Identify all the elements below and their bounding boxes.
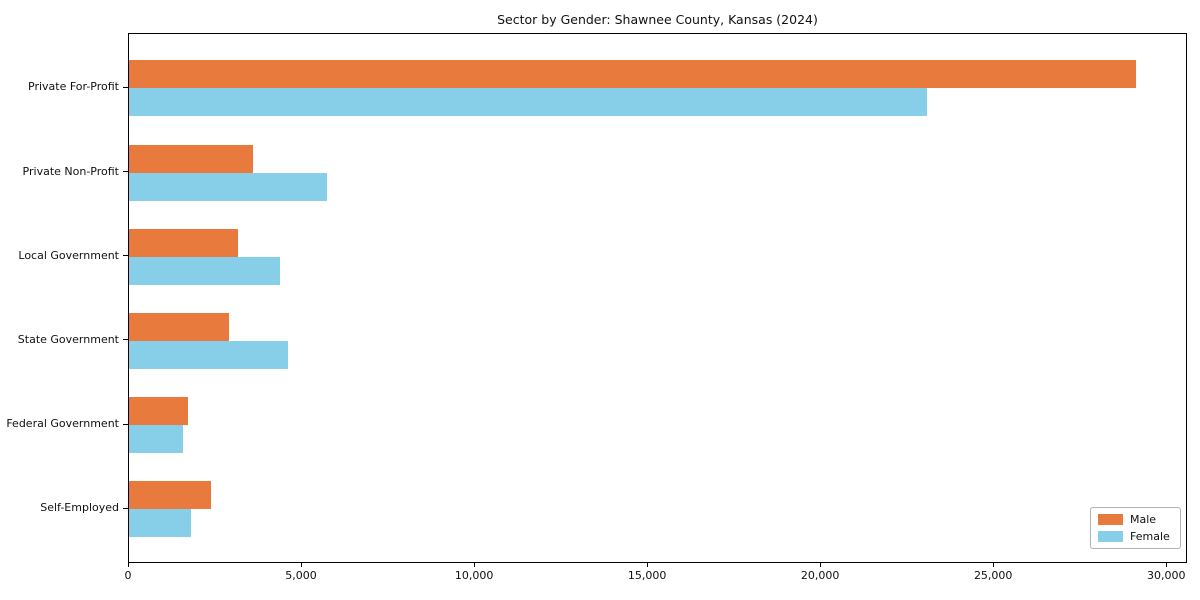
plot-area — [128, 33, 1187, 563]
x-tick-mark — [127, 563, 129, 567]
x-axis-tick-label: 15,000 — [627, 569, 667, 582]
bar-male — [129, 481, 212, 510]
x-axis-tick-label: 30,000 — [1146, 569, 1186, 582]
y-tick-mark — [123, 171, 128, 172]
bar-female — [129, 425, 184, 454]
legend-entry: Male — [1098, 514, 1170, 525]
bar-male — [129, 228, 238, 257]
x-tick-mark — [1165, 563, 1167, 567]
chart-title: Sector by Gender: Shawnee County, Kansas… — [497, 12, 818, 27]
y-tick-mark — [123, 255, 128, 257]
y-axis-tick-label: Federal Government — [6, 417, 119, 431]
legend-label: Male — [1130, 513, 1157, 526]
x-tick-mark — [473, 563, 475, 567]
x-axis-tick-label: 10,000 — [454, 569, 494, 582]
x-tick-mark — [992, 563, 994, 567]
legend-swatch-female — [1098, 531, 1123, 542]
x-axis-tick-label: 20,000 — [800, 569, 840, 582]
y-axis-tick-label: State Government — [17, 332, 119, 346]
y-tick-mark — [123, 423, 128, 425]
bar-female — [129, 172, 328, 201]
bar-male — [129, 60, 1137, 89]
bar-female — [129, 88, 927, 117]
bar-female — [129, 509, 191, 538]
legend-label: Female — [1130, 530, 1170, 543]
x-tick-mark — [819, 563, 821, 567]
y-tick-mark — [123, 339, 128, 341]
y-axis-tick-label: Private For-Profit — [28, 80, 119, 94]
x-axis-tick-label: 0 — [124, 569, 132, 582]
bar-female — [129, 256, 280, 285]
y-tick-mark — [123, 86, 128, 88]
legend: Male Female — [1090, 507, 1181, 549]
legend-swatch-male — [1098, 514, 1123, 525]
bar-male — [129, 312, 230, 341]
x-tick-mark — [300, 563, 302, 567]
y-axis-tick-label: Local Government — [18, 248, 119, 262]
y-tick-mark — [123, 507, 128, 509]
legend-entry: Female — [1098, 531, 1170, 542]
x-axis-tick-label: 5,000 — [285, 569, 317, 582]
x-tick-mark — [646, 563, 648, 567]
bar-male — [129, 397, 188, 426]
y-axis-tick-label: Self-Employed — [40, 501, 119, 515]
y-axis-tick-label: Private Non-Profit — [22, 164, 119, 178]
bar-male — [129, 144, 254, 173]
bar-female — [129, 340, 288, 369]
x-axis-tick-label: 25,000 — [973, 569, 1013, 582]
